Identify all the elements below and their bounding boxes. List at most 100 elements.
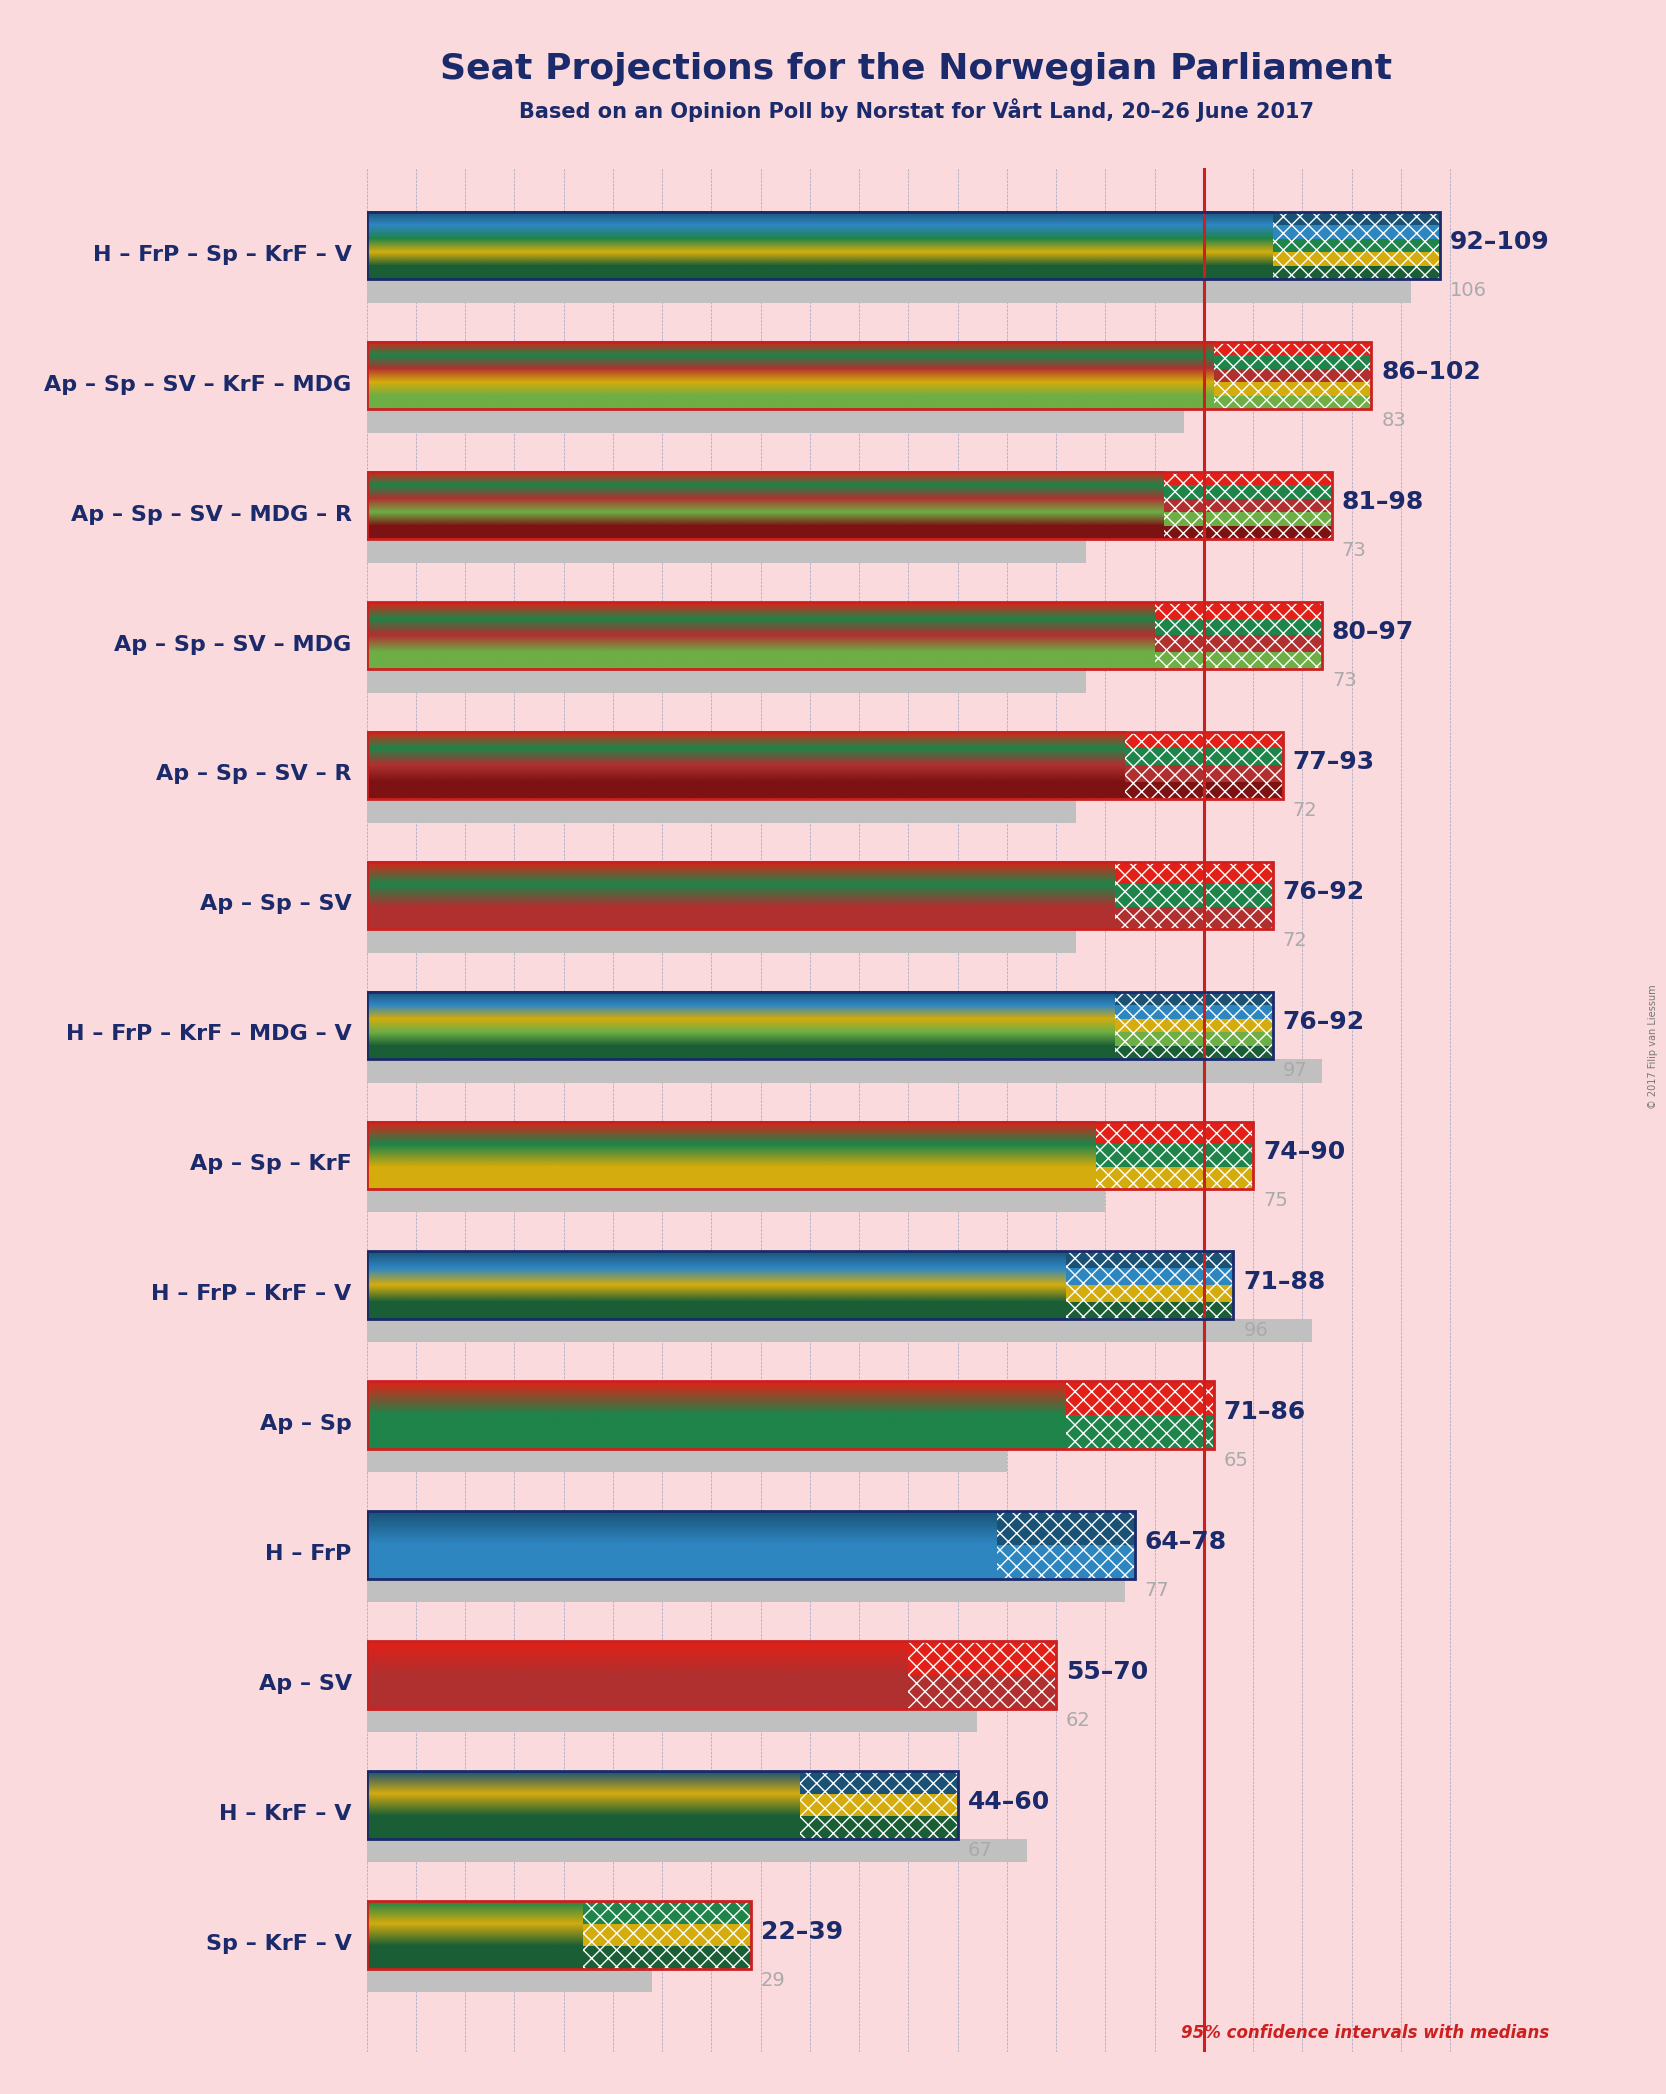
Text: 96: 96: [1243, 1321, 1268, 1340]
Text: 77: 77: [1145, 1581, 1170, 1600]
Bar: [367, 930, 1076, 953]
Bar: [367, 1319, 1313, 1342]
Bar: [367, 670, 1086, 693]
Text: © 2017 Filip van Liessum: © 2017 Filip van Liessum: [1648, 984, 1658, 1110]
Bar: [367, 1642, 1056, 1709]
Bar: [1066, 1286, 1233, 1302]
Bar: [367, 211, 1441, 279]
Text: 81–98: 81–98: [1341, 490, 1424, 513]
Text: 62: 62: [1066, 1711, 1091, 1730]
Text: Ap – SV: Ap – SV: [258, 1675, 352, 1694]
Text: 92–109: 92–109: [1449, 230, 1549, 253]
Bar: [1115, 1018, 1273, 1032]
Bar: [1096, 1122, 1253, 1143]
Bar: [367, 1579, 1125, 1602]
Bar: [583, 1947, 751, 1968]
Bar: [367, 540, 1086, 563]
Bar: [367, 861, 1273, 930]
Bar: [1215, 356, 1371, 369]
Bar: [1155, 601, 1323, 618]
Bar: [1066, 1416, 1215, 1449]
Text: 55–70: 55–70: [1066, 1661, 1148, 1684]
Text: 44–60: 44–60: [968, 1790, 1050, 1813]
Text: Ap – Sp – KrF: Ap – Sp – KrF: [190, 1154, 352, 1175]
Bar: [367, 1252, 1233, 1319]
Bar: [800, 1772, 958, 1795]
Bar: [1066, 1252, 1233, 1269]
Bar: [367, 1839, 1026, 1862]
Bar: [1273, 266, 1441, 279]
Text: Sp – KrF – V: Sp – KrF – V: [207, 1935, 352, 1954]
Bar: [996, 1512, 1135, 1545]
Bar: [367, 1122, 1253, 1189]
Bar: [367, 1709, 978, 1732]
Bar: [367, 279, 1411, 304]
Bar: [367, 1189, 1105, 1212]
Text: Ap – Sp – SV – R: Ap – Sp – SV – R: [157, 764, 352, 785]
Bar: [1066, 1382, 1215, 1416]
Bar: [1115, 907, 1273, 930]
Text: Based on an Opinion Poll by Norstat for Vårt Land, 20–26 June 2017: Based on an Opinion Poll by Norstat for …: [518, 98, 1314, 121]
Text: 22–39: 22–39: [761, 1920, 843, 1943]
Bar: [1165, 486, 1331, 498]
Bar: [367, 1772, 958, 1839]
Text: H – FrP – Sp – KrF – V: H – FrP – Sp – KrF – V: [93, 245, 352, 264]
Text: H – FrP: H – FrP: [265, 1545, 352, 1564]
Text: 97: 97: [1283, 1062, 1308, 1081]
Text: 86–102: 86–102: [1381, 360, 1481, 383]
Text: Ap – Sp – SV: Ap – Sp – SV: [200, 894, 352, 915]
Text: 80–97: 80–97: [1331, 620, 1414, 645]
Bar: [996, 1545, 1135, 1579]
Bar: [1215, 383, 1371, 396]
Bar: [1155, 634, 1323, 653]
Bar: [367, 471, 1331, 540]
Bar: [1066, 1302, 1233, 1319]
Text: Ap – Sp – SV – KrF – MDG: Ap – Sp – SV – KrF – MDG: [45, 375, 352, 394]
Bar: [1273, 251, 1441, 266]
Bar: [1115, 1045, 1273, 1060]
Text: Ap – Sp: Ap – Sp: [260, 1413, 352, 1434]
Text: 77–93: 77–93: [1293, 750, 1374, 775]
Bar: [1115, 1005, 1273, 1018]
Text: 71–88: 71–88: [1243, 1269, 1326, 1294]
Bar: [367, 1382, 1215, 1449]
Bar: [1115, 861, 1273, 884]
Text: H – KrF – V: H – KrF – V: [220, 1805, 352, 1824]
Text: 64–78: 64–78: [1145, 1531, 1226, 1554]
Bar: [1115, 884, 1273, 907]
Bar: [1155, 653, 1323, 670]
Text: 76–92: 76–92: [1283, 1009, 1364, 1034]
Bar: [583, 1901, 751, 1924]
Bar: [1215, 396, 1371, 408]
Bar: [367, 601, 1323, 670]
Text: 65: 65: [1223, 1451, 1248, 1470]
Bar: [367, 731, 1283, 800]
Bar: [1273, 226, 1441, 239]
Bar: [1165, 471, 1331, 486]
Bar: [908, 1675, 1056, 1709]
Bar: [1215, 369, 1371, 383]
Bar: [1215, 341, 1371, 356]
Bar: [1125, 731, 1283, 748]
Bar: [367, 993, 1273, 1060]
Text: Ap – Sp – SV – MDG – R: Ap – Sp – SV – MDG – R: [70, 505, 352, 524]
Text: 74–90: 74–90: [1263, 1139, 1344, 1164]
Bar: [367, 1901, 751, 1968]
Text: H – FrP – KrF – V: H – FrP – KrF – V: [152, 1284, 352, 1305]
Text: 29: 29: [761, 1970, 785, 1989]
Bar: [1125, 748, 1283, 766]
Bar: [1165, 498, 1331, 513]
Bar: [367, 341, 1371, 408]
Bar: [367, 1060, 1323, 1083]
Bar: [908, 1642, 1056, 1675]
Bar: [800, 1815, 958, 1839]
Bar: [367, 800, 1076, 823]
Text: 83: 83: [1381, 410, 1406, 431]
Bar: [1273, 211, 1441, 226]
Text: 71–86: 71–86: [1223, 1401, 1306, 1424]
Bar: [1115, 1032, 1273, 1045]
Text: 72: 72: [1283, 932, 1308, 951]
Bar: [1273, 239, 1441, 251]
Bar: [367, 1968, 651, 1991]
Text: 75: 75: [1263, 1191, 1288, 1210]
